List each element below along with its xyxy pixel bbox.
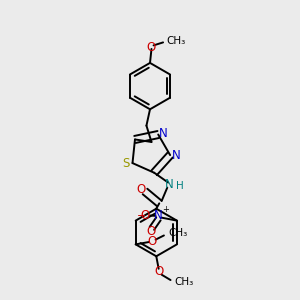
Text: +: +: [162, 205, 169, 214]
Text: O: O: [137, 183, 146, 196]
Text: O: O: [154, 265, 164, 278]
Text: O: O: [147, 41, 156, 54]
Text: S: S: [122, 157, 130, 170]
Text: O: O: [140, 209, 149, 222]
Text: CH₃: CH₃: [175, 277, 194, 287]
Text: H: H: [176, 181, 183, 190]
Text: N: N: [165, 178, 174, 190]
Text: CH₃: CH₃: [169, 228, 188, 238]
Text: N: N: [154, 209, 163, 222]
Text: CH₃: CH₃: [166, 36, 186, 46]
Text: −: −: [136, 212, 146, 221]
Text: N: N: [172, 148, 181, 162]
Text: O: O: [147, 235, 157, 248]
Text: N: N: [159, 127, 168, 140]
Text: O: O: [146, 225, 155, 238]
